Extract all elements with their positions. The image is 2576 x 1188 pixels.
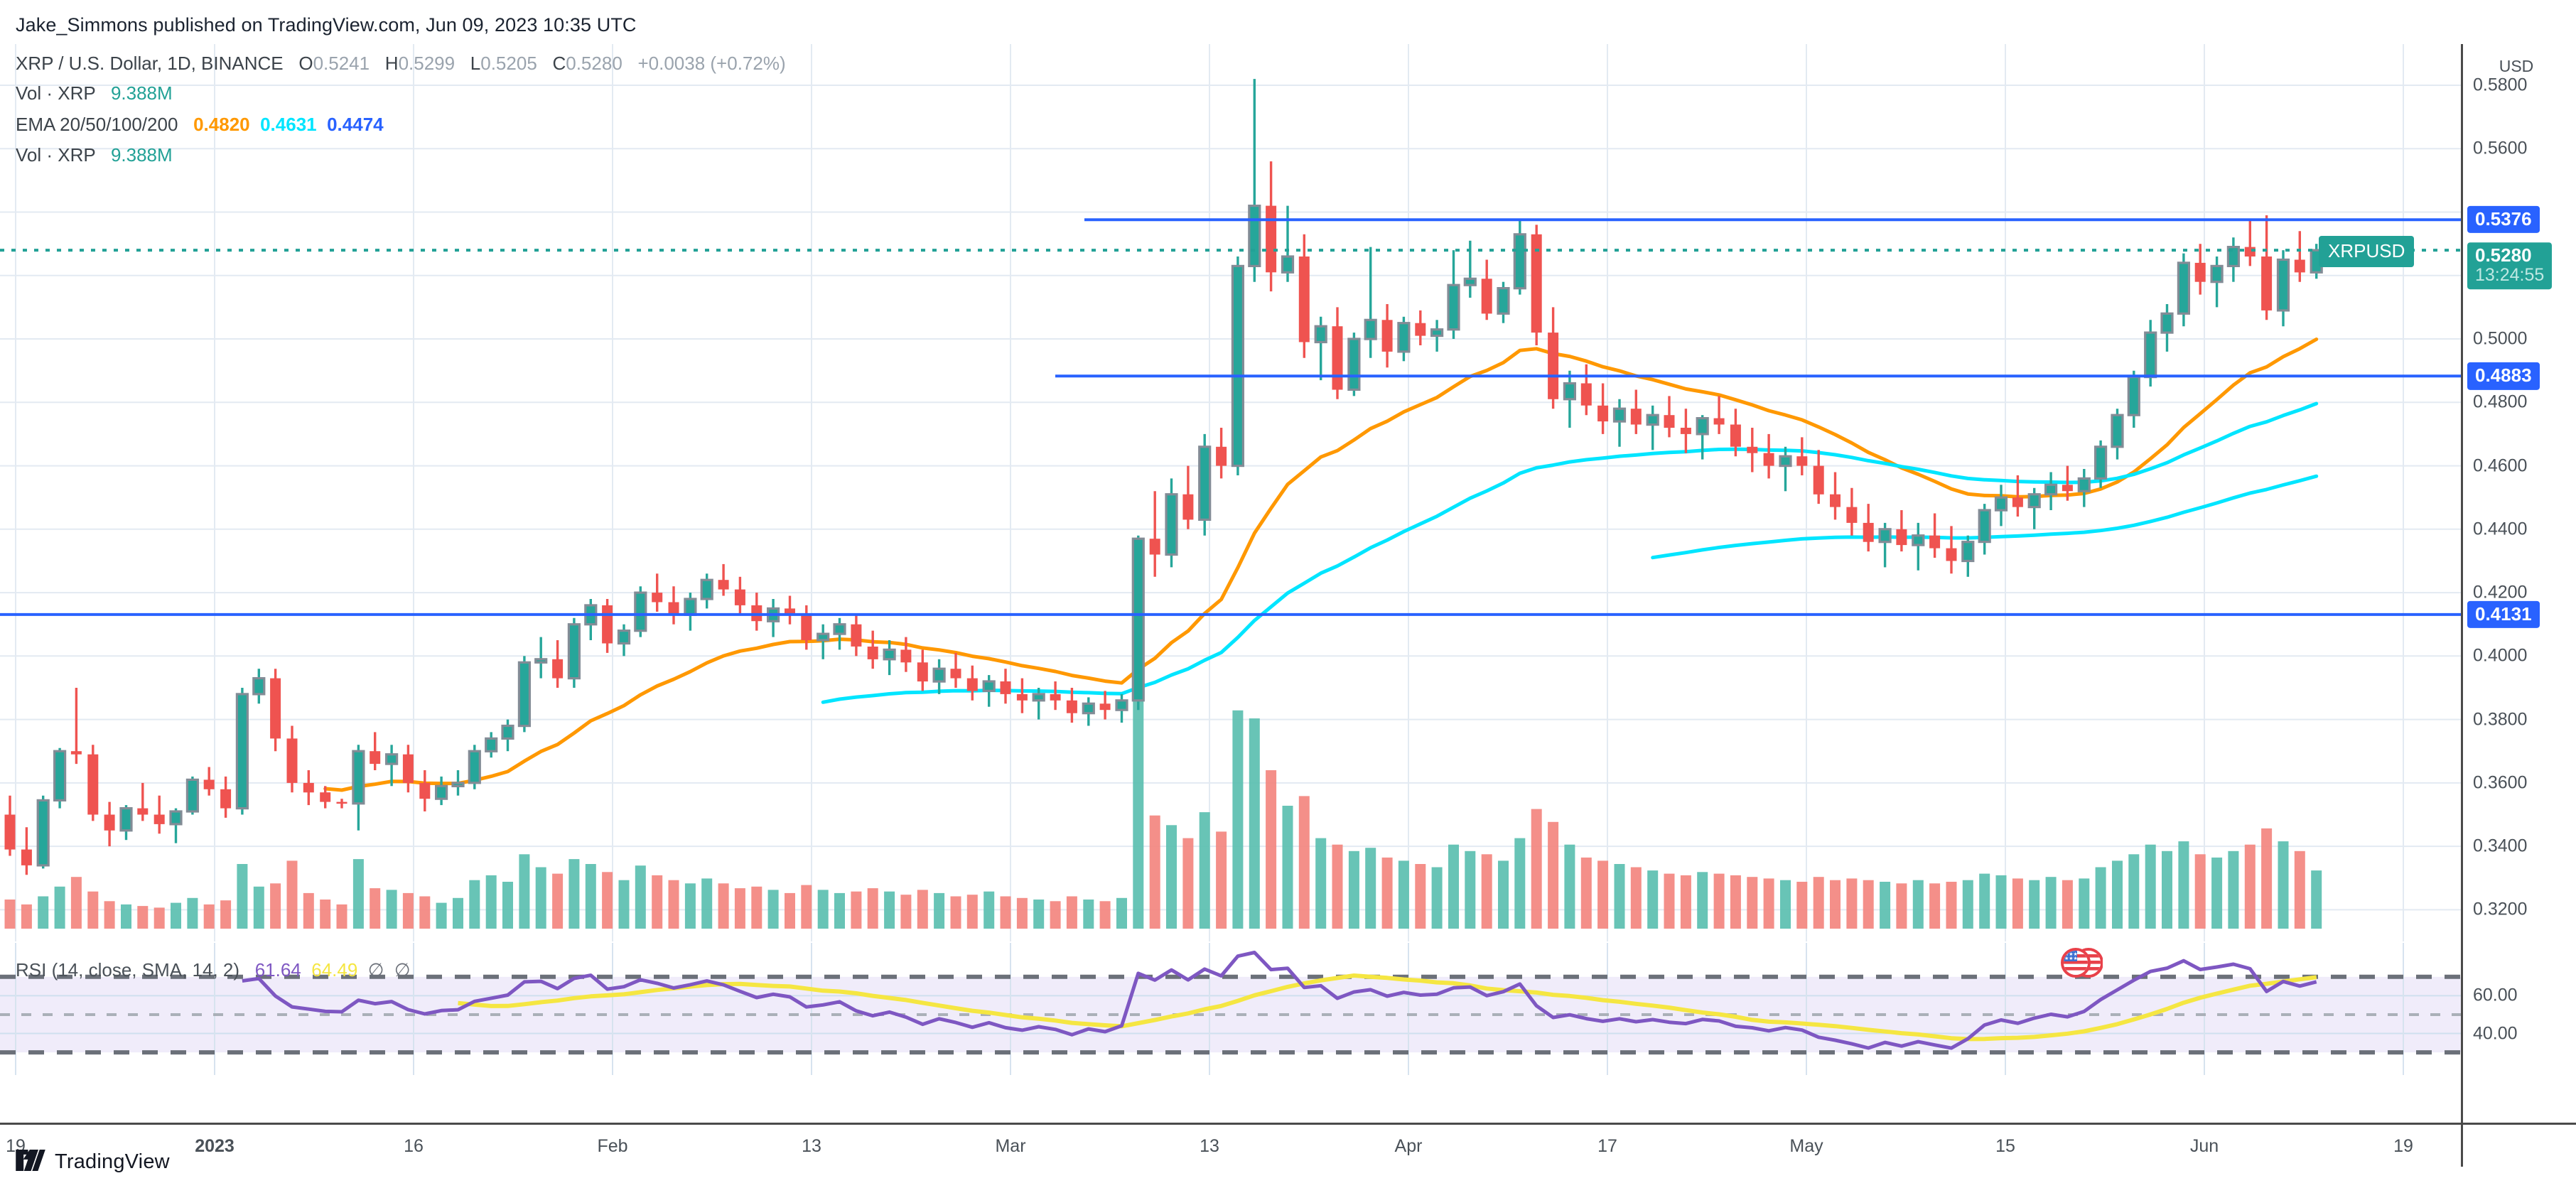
svg-text:★★★: ★★★ [2064, 956, 2078, 961]
legend-change: +0.0038 (+0.72%) [637, 53, 786, 74]
legend-high-value: 0.5299 [398, 53, 456, 74]
time-scale[interactable]: 19202316Feb13Mar13Apr17May15Jun19Jul [0, 1123, 2461, 1167]
legend-ema50-value: 0.4631 [260, 114, 317, 135]
price-pane[interactable] [0, 44, 2461, 941]
svg-text:★★★: ★★★ [2064, 951, 2078, 957]
last-price-value: 0.5280 [2475, 244, 2532, 266]
tradingview-brand-name: TradingView [55, 1150, 170, 1173]
price-level-badge[interactable]: 0.4131 [2467, 600, 2540, 629]
price-level-badge[interactable]: 0.5376 [2467, 206, 2540, 234]
legend-rsi-title: RSI (14, close, SMA, 14, 2) [16, 959, 240, 981]
legend-open-value: 0.5241 [313, 53, 370, 74]
legend-volume-label: Vol · XRP [16, 82, 96, 104]
time-tick: Apr [1394, 1136, 1423, 1156]
last-price-badge[interactable]: 0.5280 13:24:55 [2467, 242, 2553, 289]
time-tick: 13 [1200, 1136, 1219, 1156]
legend-rsi-row[interactable]: RSI (14, close, SMA, 14, 2) 61.64 64.49 … [16, 961, 411, 979]
time-tick: Jun [2189, 1136, 2219, 1156]
price-tick: 0.3600 [2473, 772, 2528, 793]
time-tick: 2023 [195, 1136, 235, 1156]
price-scale[interactable]: USD 0.58000.56000.54000.52000.50000.4800… [2461, 44, 2576, 1123]
legend-volume-row[interactable]: Vol · XRP 9.388M [16, 84, 173, 102]
legend-symbol-row[interactable]: XRP / U.S. Dollar, 1D, BINANCE O0.5241 H… [16, 54, 786, 72]
price-tick: 0.3200 [2473, 899, 2528, 919]
price-tick: 0.4200 [2473, 582, 2528, 603]
price-tick: 0.4800 [2473, 392, 2528, 412]
time-tick: 16 [404, 1136, 424, 1156]
chart-plot-area[interactable]: XRP / U.S. Dollar, 1D, BINANCE O0.5241 H… [0, 44, 2461, 1075]
legend-rsi-na-1: ∅ [367, 959, 384, 981]
price-tick: 0.3800 [2473, 709, 2528, 730]
price-scale-currency: USD [2499, 57, 2534, 75]
legend-symbol: XRP / U.S. Dollar, 1D, BINANCE [16, 53, 284, 74]
legend-volume-label-2: Vol · XRP [16, 144, 96, 166]
price-tick: 0.5600 [2473, 138, 2528, 158]
legend-close-label: C [552, 53, 566, 74]
price-chart-svg [0, 44, 2461, 941]
symbol-tag: XRPUSD [2319, 236, 2415, 268]
price-tick: 0.3400 [2473, 836, 2528, 856]
legend-ema-row[interactable]: EMA 20/50/100/200 0.4820 0.4631 0.4474 [16, 115, 384, 134]
rsi-pane[interactable] [0, 943, 2461, 1075]
legend-ema20-value: 0.4820 [193, 114, 250, 135]
tradingview-brand[interactable]: TradingView [16, 1150, 170, 1174]
legend-rsi-sma-value: 64.49 [311, 959, 358, 981]
price-tick: 0.5000 [2473, 328, 2528, 349]
legend-low-value: 0.5205 [480, 53, 537, 74]
time-tick: Mar [995, 1136, 1026, 1156]
us-economic-event-flag-icon[interactable]: ★★★ ★★★ [2059, 941, 2103, 988]
rsi-tick: 60.00 [2473, 985, 2518, 1005]
price-tick: 0.4600 [2473, 455, 2528, 476]
legend-ema100-value: 0.4474 [327, 114, 384, 135]
legend-volume-row-2[interactable]: Vol · XRP 9.388M [16, 146, 173, 164]
rsi-tick: 40.00 [2473, 1023, 2518, 1043]
legend-ema-label: EMA 20/50/100/200 [16, 114, 178, 135]
time-tick: May [1789, 1136, 1823, 1156]
rsi-chart-svg [0, 943, 2461, 1075]
legend-high-label: H [384, 53, 399, 74]
legend-rsi-value: 61.64 [254, 959, 301, 981]
bar-countdown: 13:24:55 [2475, 265, 2545, 286]
time-tick: 13 [802, 1136, 821, 1156]
legend-close-value: 0.5280 [566, 53, 623, 74]
legend-volume-value: 9.388M [110, 82, 173, 104]
attribution-text: Jake_Simmons published on TradingView.co… [16, 14, 637, 36]
price-tick: 0.4000 [2473, 645, 2528, 666]
price-level-badge[interactable]: 0.4883 [2467, 362, 2540, 390]
legend-rsi-na-2: ∅ [394, 959, 411, 981]
tradingview-logo-icon [16, 1150, 45, 1174]
legend-open-label: O [298, 53, 313, 74]
time-tick: 15 [1995, 1136, 2015, 1156]
chart-frame: XRP / U.S. Dollar, 1D, BINANCE O0.5241 H… [0, 44, 2576, 1167]
price-tick: 0.4400 [2473, 519, 2528, 539]
time-scale-corner [2461, 1123, 2576, 1167]
legend-volume-value-2: 9.388M [110, 144, 173, 166]
legend-low-label: L [470, 53, 481, 74]
time-tick: Feb [597, 1136, 628, 1156]
time-tick: 17 [1597, 1136, 1617, 1156]
price-tick: 0.5800 [2473, 75, 2528, 95]
time-tick: 19 [2393, 1136, 2413, 1156]
